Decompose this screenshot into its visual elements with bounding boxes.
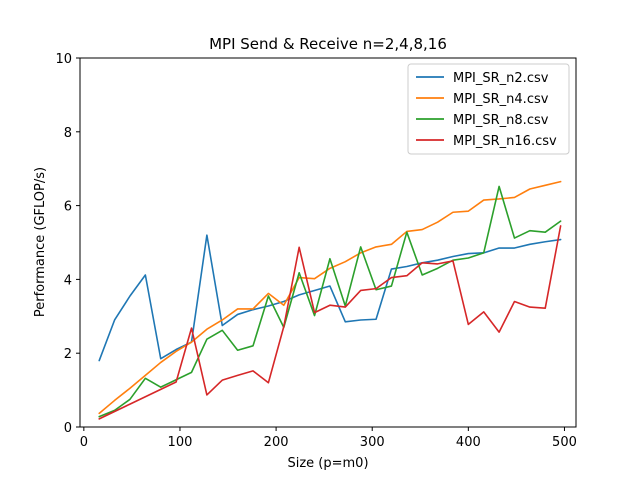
x-tick-label: 200 xyxy=(264,435,289,450)
y-tick-label: 6 xyxy=(64,200,72,215)
x-tick-label: 0 xyxy=(80,435,88,450)
y-tick-label: 8 xyxy=(64,126,72,141)
x-tick-label: 400 xyxy=(456,435,481,450)
legend-entry-label: MPI_SR_n2.csv xyxy=(453,71,549,86)
chart-title: MPI Send & Receive n=2,4,8,16 xyxy=(209,35,447,53)
y-tick-label: 0 xyxy=(64,421,72,436)
x-axis-label: Size (p=m0) xyxy=(287,456,368,471)
legend-entry-label: MPI_SR_n4.csv xyxy=(453,92,549,107)
legend-frame xyxy=(407,63,570,155)
y-tick-label: 4 xyxy=(64,273,72,288)
y-axis: 0 2 4 6 8 10 xyxy=(55,52,80,436)
legend: MPI_SR_n2.csv MPI_SR_n4.csv MPI_SR_n8.csv M… xyxy=(407,63,570,155)
x-tick-label: 100 xyxy=(168,435,193,450)
legend-entry-label: MPI_SR_n8.csv xyxy=(453,113,549,128)
axes-frame xyxy=(79,57,577,428)
plot-area xyxy=(79,57,577,428)
series-line-mpi-sr-n4-csv xyxy=(98,180,562,415)
y-axis-label: Performance (GFLOP/s) xyxy=(33,167,48,317)
series-lines xyxy=(98,180,562,420)
x-axis: 0 100 200 300 400 500 xyxy=(80,427,577,450)
series-line-mpi-sr-n16-csv xyxy=(98,225,562,420)
y-tick-label: 10 xyxy=(55,52,72,67)
y-tick-label: 2 xyxy=(64,347,72,362)
x-tick-label: 300 xyxy=(360,435,385,450)
x-tick-label: 500 xyxy=(552,435,577,450)
legend-entry-label: MPI_SR_n16.csv xyxy=(453,134,557,149)
